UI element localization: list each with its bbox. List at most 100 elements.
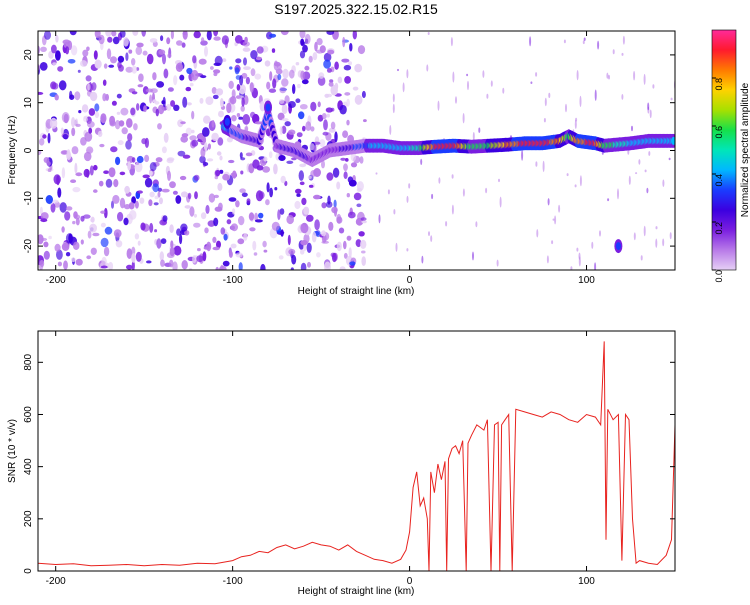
spectrogram-noise-cell bbox=[644, 169, 647, 173]
spectrogram-noise-cell bbox=[180, 135, 188, 143]
spectrogram-noise-cell bbox=[193, 31, 201, 39]
spectrogram-noise-cell bbox=[144, 154, 150, 163]
spectrogram-noise-cell bbox=[216, 240, 221, 249]
spectrogram-noise-cell bbox=[160, 35, 164, 42]
spectrogram-noise-cell bbox=[113, 179, 119, 188]
spectrogram-noise-cell bbox=[277, 209, 281, 221]
spectrogram-noise-cell bbox=[265, 199, 270, 206]
spectrogram-noise-cell bbox=[334, 82, 339, 90]
spectrogram-noise-cell bbox=[299, 50, 306, 59]
spectrogram-noise-cell bbox=[426, 64, 429, 72]
spectrogram-noise-cell bbox=[295, 62, 300, 66]
spectrogram-noise-cell bbox=[156, 238, 162, 249]
spectrogram-noise-cell bbox=[66, 149, 71, 158]
spectrogram-noise-cell bbox=[120, 107, 129, 116]
spectrogram-noise-cell bbox=[307, 261, 311, 268]
spectrogram-noise-cell bbox=[175, 195, 182, 204]
spectrogram-noise-cell bbox=[343, 64, 352, 71]
spectrogram-noise-cell bbox=[326, 68, 332, 73]
spectrogram-noise-cell bbox=[200, 147, 206, 158]
spectrogram-noise-cell bbox=[287, 234, 291, 246]
spectrogram-noise-cell bbox=[176, 40, 183, 46]
spectrogram-noise-cell bbox=[222, 260, 230, 267]
spectrogram-noise-cell bbox=[117, 55, 125, 63]
spectrogram-noise-cell bbox=[445, 221, 448, 227]
spectrogram-noise-cell bbox=[152, 72, 157, 81]
spectrogram-noise-cell bbox=[430, 235, 433, 243]
spectrogram-noise-cell bbox=[341, 58, 350, 63]
spectrogram-noise-cell bbox=[98, 180, 104, 187]
spectrogram-noise-cell bbox=[169, 181, 176, 189]
spectrogram-noise-cell bbox=[163, 68, 169, 79]
spectrogram-noise-cell bbox=[668, 157, 671, 161]
spectrogram-noise-cell bbox=[176, 228, 182, 236]
spectrogram-noise-cell bbox=[316, 49, 324, 54]
spectrogram-noise-cell bbox=[299, 163, 306, 168]
spectrogram-noise-cell bbox=[393, 209, 396, 215]
spectrogram-noise-cell bbox=[51, 44, 57, 54]
spectrogram-noise-cell bbox=[61, 167, 66, 179]
spectrogram-noise-cell bbox=[300, 41, 306, 46]
spectrogram-noise-cell bbox=[652, 84, 655, 89]
spectrogram-noise-cell bbox=[39, 259, 45, 268]
spectrogram-noise-cell bbox=[222, 173, 230, 181]
spectrogram-noise-cell bbox=[61, 242, 70, 251]
spectrogram-noise-cell bbox=[375, 172, 378, 175]
spectrogram-noise-cell bbox=[496, 259, 499, 267]
spectrogram-noise-cell bbox=[617, 188, 619, 200]
spectrogram-noise-cell bbox=[303, 206, 310, 215]
spectrogram-noise-cell bbox=[160, 238, 167, 245]
spectrogram-noise-cell bbox=[277, 73, 282, 81]
spectrogram-noise-cell bbox=[52, 62, 57, 66]
spectrogram-noise-cell bbox=[317, 101, 321, 108]
spectrogram-noise-cell bbox=[93, 164, 98, 171]
spectrogram-noise-cell bbox=[169, 259, 174, 268]
spectrogram-noise-cell bbox=[328, 221, 334, 231]
spectrogram-noise-cell bbox=[579, 95, 582, 108]
spectrogram-noise-cell bbox=[64, 211, 71, 221]
spectrogram-noise-cell bbox=[89, 223, 97, 233]
spectrogram-noise-cell bbox=[271, 48, 276, 53]
spectrogram-noise-cell bbox=[612, 49, 615, 55]
spectrogram-noise-cell bbox=[502, 87, 505, 94]
spectrogram-noise-cell bbox=[49, 117, 58, 129]
spectrogram-noise-cell bbox=[582, 40, 585, 45]
spectrogram-noise-cell bbox=[60, 127, 64, 135]
spectrogram-noise-cell bbox=[173, 104, 180, 112]
spectrogram-noise-cell bbox=[90, 218, 95, 222]
spectrogram-noise-cell bbox=[203, 162, 209, 166]
spectrogram-noise-cell bbox=[296, 193, 301, 197]
spectrogram-noise-cell bbox=[286, 160, 294, 164]
spectrogram-noise-cell bbox=[308, 55, 313, 63]
spectrogram-noise-cell bbox=[204, 227, 209, 234]
colorbar-tick-label: 0.2 bbox=[714, 222, 724, 235]
spectrogram-noise-cell bbox=[647, 102, 650, 111]
spectrogram-noise-cell bbox=[136, 103, 140, 111]
snr-panel: -200 -100 0 100 0 200 400 600 800 Height of stra… bbox=[7, 330, 676, 597]
spectrogram-noise-cell bbox=[428, 231, 430, 237]
spectrogram-noise-cell bbox=[38, 91, 44, 95]
spectrogram-noise-cell bbox=[266, 81, 271, 90]
spectrogram-noise-cell bbox=[107, 36, 113, 43]
spectrogram-noise-cell bbox=[228, 250, 233, 258]
spectrogram-noise-cell bbox=[213, 194, 219, 199]
spectrogram-noise-cell bbox=[576, 247, 579, 252]
spectrogram-noise-cell bbox=[166, 37, 171, 45]
spectrogram-noise-cell bbox=[63, 41, 70, 49]
spectrogram-noise-cell bbox=[343, 163, 348, 172]
spectrogram-noise-cell bbox=[75, 123, 81, 127]
spectrogram-noise-cell bbox=[254, 73, 262, 80]
spectrogram-noise-cell bbox=[336, 241, 342, 252]
spectrogram-noise-cell bbox=[352, 31, 357, 40]
spectrogram-noise-cell bbox=[189, 135, 197, 141]
spectrogram-noise-cell bbox=[211, 132, 219, 142]
spectrogram-noise-cell bbox=[50, 81, 57, 90]
spectrogram-noise-cell bbox=[345, 158, 349, 162]
spectrogram-noise-cell bbox=[215, 88, 224, 96]
spectrogram-noise-cell bbox=[421, 255, 424, 264]
spectrogram-noise-cell bbox=[127, 161, 131, 171]
spectrogram-noise-cell bbox=[217, 137, 224, 146]
spectrogram-noise-cell bbox=[344, 92, 351, 96]
